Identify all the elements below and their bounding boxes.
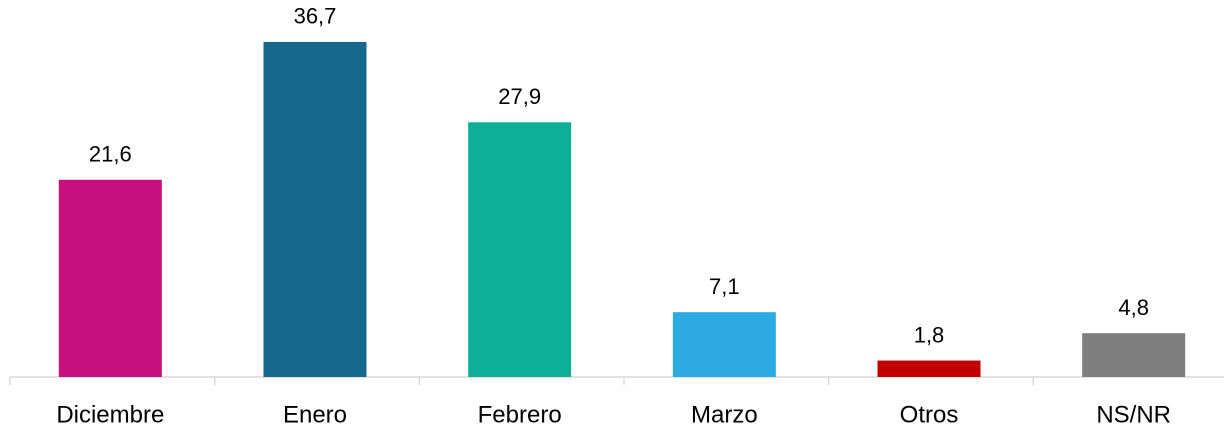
value-label: 4,8	[1118, 295, 1149, 320]
x-tick-label: Diciembre	[56, 401, 164, 428]
value-label: 7,1	[709, 274, 740, 299]
x-tick-label: Enero	[283, 401, 347, 428]
x-tick-label: NS/NR	[1096, 401, 1171, 428]
bar	[58, 179, 162, 377]
x-tick-label: Otros	[900, 401, 959, 428]
bar	[263, 41, 367, 377]
value-label: 36,7	[294, 4, 337, 29]
value-label: 21,6	[89, 142, 132, 167]
value-label: 27,9	[498, 84, 541, 109]
bar	[468, 122, 572, 377]
value-label: 1,8	[914, 322, 945, 347]
bar	[1082, 333, 1186, 377]
bar	[877, 360, 981, 377]
x-tick-label: Febrero	[478, 401, 562, 428]
bar	[672, 312, 776, 377]
x-tick-label: Marzo	[691, 401, 758, 428]
